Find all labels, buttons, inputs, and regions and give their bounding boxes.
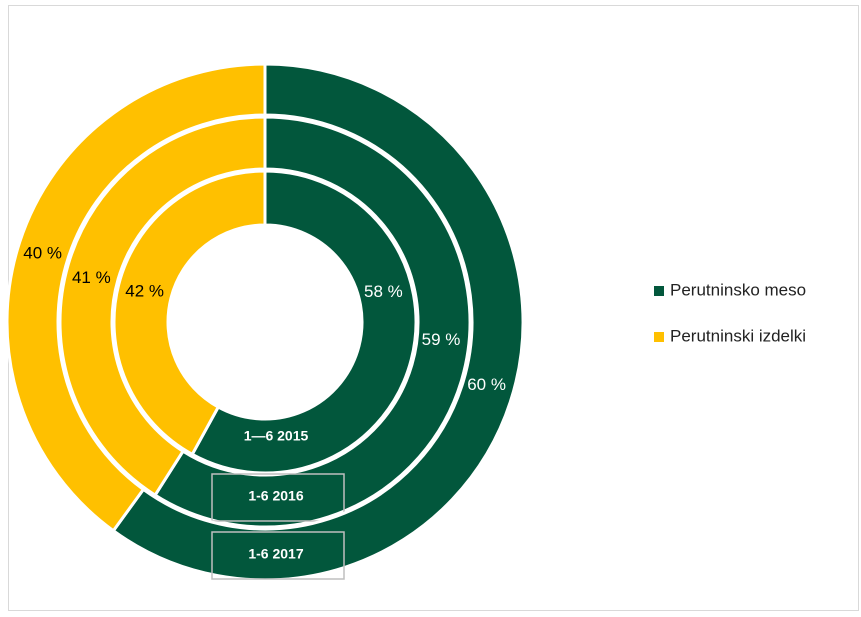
ring-label: 1-6 2016: [248, 488, 303, 504]
donut-segment: [5, 62, 267, 533]
legend-label: Perutninsko meso: [670, 280, 806, 299]
data-label: 42 %: [125, 281, 164, 300]
data-label: 40 %: [23, 244, 62, 263]
donut-segment: [190, 169, 418, 475]
ring-label: 1-6 2017: [248, 546, 303, 562]
legend-swatch: [654, 332, 664, 342]
donut-segment: [112, 169, 267, 457]
donut-segment: [58, 115, 267, 498]
data-label: 60 %: [467, 375, 506, 394]
legend-label: Perutninski izdelki: [670, 326, 806, 345]
ring-label-box: [211, 531, 345, 580]
ring-label-box: [211, 473, 345, 522]
donut-segment: [153, 115, 472, 529]
ring-label: 1—6 2015: [244, 428, 309, 444]
legend-swatch: [654, 286, 664, 296]
data-label: 58 %: [364, 282, 403, 301]
data-label: 59 %: [422, 330, 461, 349]
donut-segment: [111, 62, 525, 582]
data-label: 41 %: [72, 268, 111, 287]
